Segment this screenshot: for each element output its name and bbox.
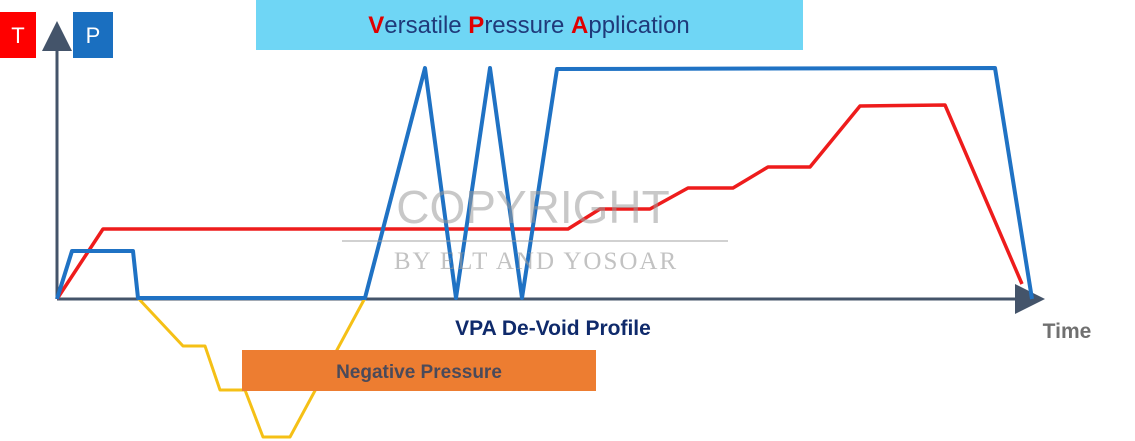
negative-pressure-label: Negative Pressure bbox=[336, 362, 502, 383]
title-banner bbox=[256, 0, 803, 50]
pressure-curve bbox=[55, 66, 1034, 300]
temperature-badge bbox=[0, 12, 36, 58]
watermark-copyright: COPYRIGHT bbox=[396, 181, 669, 233]
page-title: Versatile Pressure Application bbox=[368, 12, 690, 39]
title-part-pplication: pplication bbox=[588, 12, 689, 39]
profile-caption: VPA De-Void Profile bbox=[455, 317, 651, 340]
title-part-ressure: ressure bbox=[484, 12, 571, 39]
temperature-curve bbox=[55, 103, 1024, 300]
negative-pressure-box bbox=[242, 350, 596, 391]
watermark-byline: BY ELT AND YOSOAR bbox=[394, 248, 678, 275]
pressure-badge bbox=[73, 12, 113, 58]
negative-pressure-curve bbox=[136, 296, 367, 439]
x-axis-label: Time bbox=[1043, 320, 1092, 343]
pressure-badge-label: P bbox=[86, 23, 101, 48]
title-part-a: A bbox=[571, 12, 588, 39]
title-part-v: V bbox=[368, 12, 384, 39]
temperature-badge-label: T bbox=[11, 23, 24, 48]
title-part-p: P bbox=[468, 12, 484, 39]
title-part-ersatile: ersatile bbox=[384, 12, 468, 39]
